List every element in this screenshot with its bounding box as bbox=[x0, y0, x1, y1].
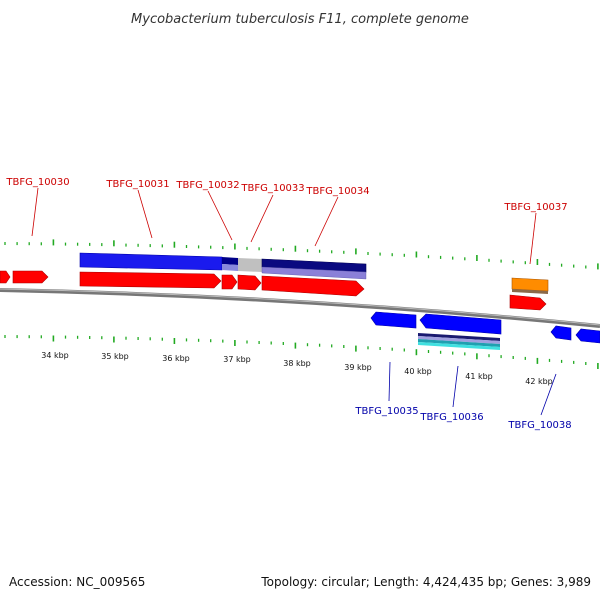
stripe-teal bbox=[418, 339, 500, 347]
leader-line bbox=[250, 194, 274, 243]
gene-arrow-tbfg-10031[interactable] bbox=[79, 271, 222, 289]
gene-label-tbfg-10031[interactable]: TBFG_10031 bbox=[105, 179, 169, 190]
tick-row-inner bbox=[4, 335, 599, 369]
tick-row-outer bbox=[4, 239, 599, 270]
leader-line bbox=[540, 373, 557, 416]
cds-block-grey bbox=[238, 258, 262, 272]
gene-arrow-tbfg-10033[interactable] bbox=[237, 274, 262, 291]
rna-block-tbfg-10037[interactable] bbox=[511, 277, 549, 292]
kbp-label: 40 kbp bbox=[404, 367, 432, 376]
stripe-lavender bbox=[418, 336, 500, 344]
gene-arrow-tbfg-10035[interactable] bbox=[370, 311, 417, 329]
kbp-label: 36 kbp bbox=[162, 354, 190, 363]
kbp-label: 34 kbp bbox=[41, 351, 69, 360]
genome-backbone bbox=[0, 288, 600, 328]
gene-arrow-edge[interactable] bbox=[575, 328, 600, 344]
gene-arrow-tbfg-10032[interactable] bbox=[221, 274, 238, 290]
top-gene-labels: TBFG_10030 TBFG_10031 TBFG_10032 TBFG_10… bbox=[5, 177, 568, 265]
gene-label-tbfg-10032[interactable]: TBFG_10032 bbox=[175, 180, 239, 191]
map-title: Mycobacterium tuberculosis F11, complete… bbox=[131, 12, 469, 27]
cds-block-tbfg-10031[interactable] bbox=[79, 252, 223, 271]
bottom-gene-labels: TBFG_10035 TBFG_10036 TBFG_10038 bbox=[354, 361, 572, 431]
forward-strand bbox=[0, 270, 547, 311]
leader-line bbox=[207, 190, 233, 241]
leader-line bbox=[314, 196, 339, 247]
reverse-strand bbox=[370, 311, 600, 344]
cds-block-lavender bbox=[222, 264, 238, 271]
rna-block-underline bbox=[512, 289, 548, 294]
leader-line bbox=[137, 189, 153, 239]
gene-label-tbfg-10036[interactable]: TBFG_10036 bbox=[419, 412, 483, 423]
gene-arrow[interactable] bbox=[0, 270, 11, 284]
gene-arrow-tbfg-10037[interactable] bbox=[509, 294, 547, 311]
gene-arrow-tbfg-10034[interactable] bbox=[261, 275, 365, 297]
leader-line bbox=[388, 361, 391, 402]
gene-label-tbfg-10037[interactable]: TBFG_10037 bbox=[503, 202, 567, 213]
kbp-label: 38 kbp bbox=[283, 359, 311, 368]
gene-label-tbfg-10035[interactable]: TBFG_10035 bbox=[354, 406, 418, 417]
cds-block-violet bbox=[261, 266, 367, 280]
gene-arrow-tbfg-10036[interactable] bbox=[419, 313, 502, 335]
gene-label-tbfg-10033[interactable]: TBFG_10033 bbox=[240, 183, 304, 194]
rna-feature bbox=[511, 277, 549, 294]
leader-line bbox=[31, 187, 39, 237]
stripe-cyan bbox=[418, 342, 500, 350]
gene-label-tbfg-10038[interactable]: TBFG_10038 bbox=[507, 420, 571, 431]
genome-backbone-highlight bbox=[0, 288, 600, 326]
gene-arrow-tbfg-10038[interactable] bbox=[550, 325, 572, 341]
stripe-navy bbox=[418, 333, 500, 341]
scale-labels: 34 kbp 35 kbp 36 kbp 37 kbp 38 kbp 39 kb… bbox=[41, 351, 553, 386]
cds-block-dark bbox=[222, 257, 238, 265]
accession-text: Accession: NC_009565 bbox=[9, 575, 145, 589]
forward-annotation-band bbox=[79, 252, 367, 280]
leader-line bbox=[529, 212, 537, 265]
kbp-label: 37 kbp bbox=[223, 355, 251, 364]
gene-arrow-tbfg-10030[interactable] bbox=[12, 270, 49, 284]
leader-line bbox=[452, 365, 459, 408]
topology-text: Topology: circular; Length: 4,424,435 bp… bbox=[260, 575, 591, 589]
kbp-label: 39 kbp bbox=[344, 363, 372, 372]
kbp-label: 42 kbp bbox=[525, 377, 553, 386]
gene-label-tbfg-10034[interactable]: TBFG_10034 bbox=[305, 186, 369, 197]
kbp-label: 35 kbp bbox=[101, 352, 129, 361]
reverse-annotation-stripes bbox=[418, 333, 500, 350]
kbp-label: 41 kbp bbox=[465, 372, 493, 381]
gene-label-tbfg-10030[interactable]: TBFG_10030 bbox=[5, 177, 69, 188]
